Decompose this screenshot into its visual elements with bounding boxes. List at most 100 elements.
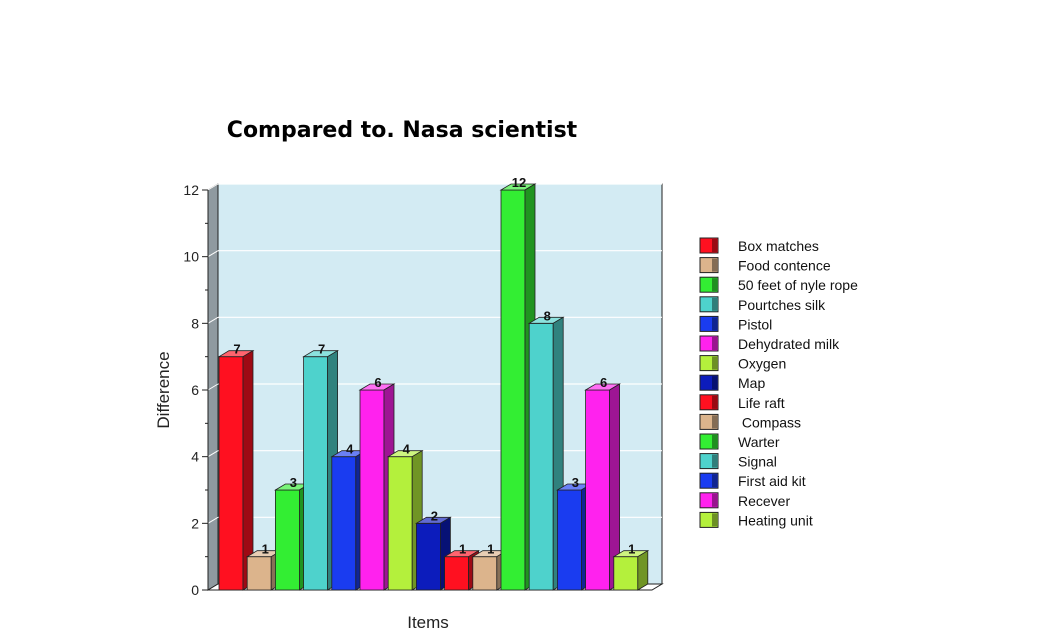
bar-1: 7 bbox=[217, 342, 255, 591]
y-tick-label: 2 bbox=[191, 515, 199, 531]
bar-front bbox=[359, 389, 385, 591]
legend-swatch-shade bbox=[712, 454, 717, 468]
bar-front bbox=[387, 456, 413, 591]
gridline-side bbox=[207, 250, 219, 258]
data-label: 1 bbox=[459, 542, 466, 557]
data-label: 4 bbox=[403, 442, 411, 457]
legend-label: Heating unit bbox=[738, 512, 813, 528]
bar-front bbox=[557, 489, 582, 591]
legend: Box matches Food contence 50 feet of nyle … bbox=[699, 237, 858, 528]
data-label: 3 bbox=[290, 475, 297, 490]
data-label: 7 bbox=[318, 342, 325, 357]
legend-label: Oxygen bbox=[738, 356, 786, 372]
legend-item: First aid kit bbox=[699, 472, 806, 489]
plot-area: 0 2 4 6 8 10 12 7 1 3 7 4 6 4 2 1 1 12 8 3 6 1 bbox=[183, 175, 664, 598]
legend-label: Pistol bbox=[738, 316, 772, 332]
gridline-side bbox=[207, 450, 219, 458]
data-label: 6 bbox=[600, 375, 607, 390]
legend-label: Life raft bbox=[738, 395, 785, 411]
y-tick-label: 8 bbox=[191, 315, 199, 331]
legend-swatch-shade bbox=[712, 513, 717, 527]
data-label: 8 bbox=[544, 308, 551, 323]
y-tick-label: 0 bbox=[191, 582, 199, 598]
legend-label: Recever bbox=[738, 493, 790, 509]
bar-15: 1 bbox=[612, 542, 650, 591]
legend-swatch-shade bbox=[712, 356, 717, 370]
legend-swatch-shade bbox=[712, 474, 717, 488]
legend-item: Compass bbox=[699, 413, 801, 430]
y-axis-label: Difference bbox=[154, 351, 173, 428]
bar-front bbox=[500, 189, 526, 591]
chart-title: Compared to. Nasa scientist bbox=[227, 118, 578, 143]
bar-front bbox=[528, 322, 554, 591]
legend-label: First aid kit bbox=[738, 473, 806, 489]
legend-label: Box matches bbox=[738, 238, 819, 254]
bar-front bbox=[444, 556, 470, 591]
legend-label: Signal bbox=[738, 454, 777, 470]
gridline-side bbox=[207, 316, 219, 324]
bar-front bbox=[585, 389, 610, 591]
legend-swatch-shade bbox=[712, 337, 717, 350]
bar-front bbox=[274, 489, 300, 591]
y-tick-label: 12 bbox=[183, 182, 199, 198]
bar-front bbox=[303, 356, 329, 591]
legend-swatch-shade bbox=[712, 239, 717, 252]
legend-item: Life raft bbox=[699, 394, 785, 411]
legend-item: 50 feet of nyle rope bbox=[699, 276, 858, 293]
legend-item: Dehydrated milk bbox=[699, 335, 840, 352]
bar-front bbox=[246, 556, 272, 591]
bar-14: 6 bbox=[584, 375, 622, 591]
gridline-side bbox=[207, 383, 219, 391]
data-label: 6 bbox=[374, 375, 381, 390]
legend-swatch-shade bbox=[712, 415, 717, 429]
data-label: 1 bbox=[487, 542, 494, 557]
gridline-side bbox=[207, 516, 219, 524]
legend-label: 50 feet of nyle rope bbox=[738, 277, 858, 293]
legend-label: Food contence bbox=[738, 258, 831, 274]
bar-front bbox=[331, 456, 357, 591]
bar-11: 12 bbox=[499, 175, 537, 591]
bar-12: 8 bbox=[527, 308, 565, 591]
gridline-side bbox=[207, 183, 219, 191]
legend-item: Pourtches silk bbox=[699, 296, 826, 313]
legend-swatch-shade bbox=[712, 395, 717, 409]
data-label: 4 bbox=[346, 442, 354, 457]
legend-item: Recever bbox=[699, 492, 790, 509]
y-tick-label: 4 bbox=[191, 449, 199, 465]
y-tick-label: 6 bbox=[191, 382, 199, 398]
bar-front bbox=[472, 556, 498, 591]
data-label: 1 bbox=[262, 542, 269, 557]
data-label: 1 bbox=[628, 542, 635, 557]
data-label: 7 bbox=[233, 342, 240, 357]
legend-label: Map bbox=[738, 375, 765, 391]
legend-item: Warter bbox=[699, 433, 780, 450]
bar-front bbox=[613, 556, 639, 591]
x-axis-label: Items bbox=[407, 613, 449, 632]
legend-swatch-shade bbox=[712, 493, 717, 507]
legend-swatch-shade bbox=[712, 278, 717, 292]
legend-label: Dehydrated milk bbox=[738, 336, 840, 352]
bar-7: 4 bbox=[386, 442, 424, 591]
y-tick-label: 10 bbox=[183, 249, 199, 265]
legend-label: Pourtches silk bbox=[738, 297, 826, 313]
data-label: 12 bbox=[512, 175, 526, 190]
legend-item: Signal bbox=[699, 453, 777, 470]
legend-swatch-shade bbox=[712, 258, 717, 272]
legend-item: Heating unit bbox=[699, 511, 813, 528]
legend-label: Warter bbox=[738, 434, 780, 450]
legend-swatch-shade bbox=[712, 317, 717, 331]
bar-side bbox=[637, 549, 649, 591]
legend-swatch-shade bbox=[712, 435, 717, 448]
legend-swatch-shade bbox=[712, 376, 717, 390]
data-label: 3 bbox=[572, 475, 579, 490]
legend-item: Pistol bbox=[699, 315, 772, 332]
legend-label: Compass bbox=[738, 414, 801, 430]
bar-front bbox=[415, 522, 441, 591]
legend-item: Oxygen bbox=[699, 355, 786, 372]
legend-swatch-shade bbox=[712, 297, 717, 311]
bar-front bbox=[218, 356, 244, 591]
legend-item: Box matches bbox=[699, 237, 819, 254]
legend-item: Food contence bbox=[699, 257, 831, 274]
data-label: 2 bbox=[431, 508, 438, 523]
